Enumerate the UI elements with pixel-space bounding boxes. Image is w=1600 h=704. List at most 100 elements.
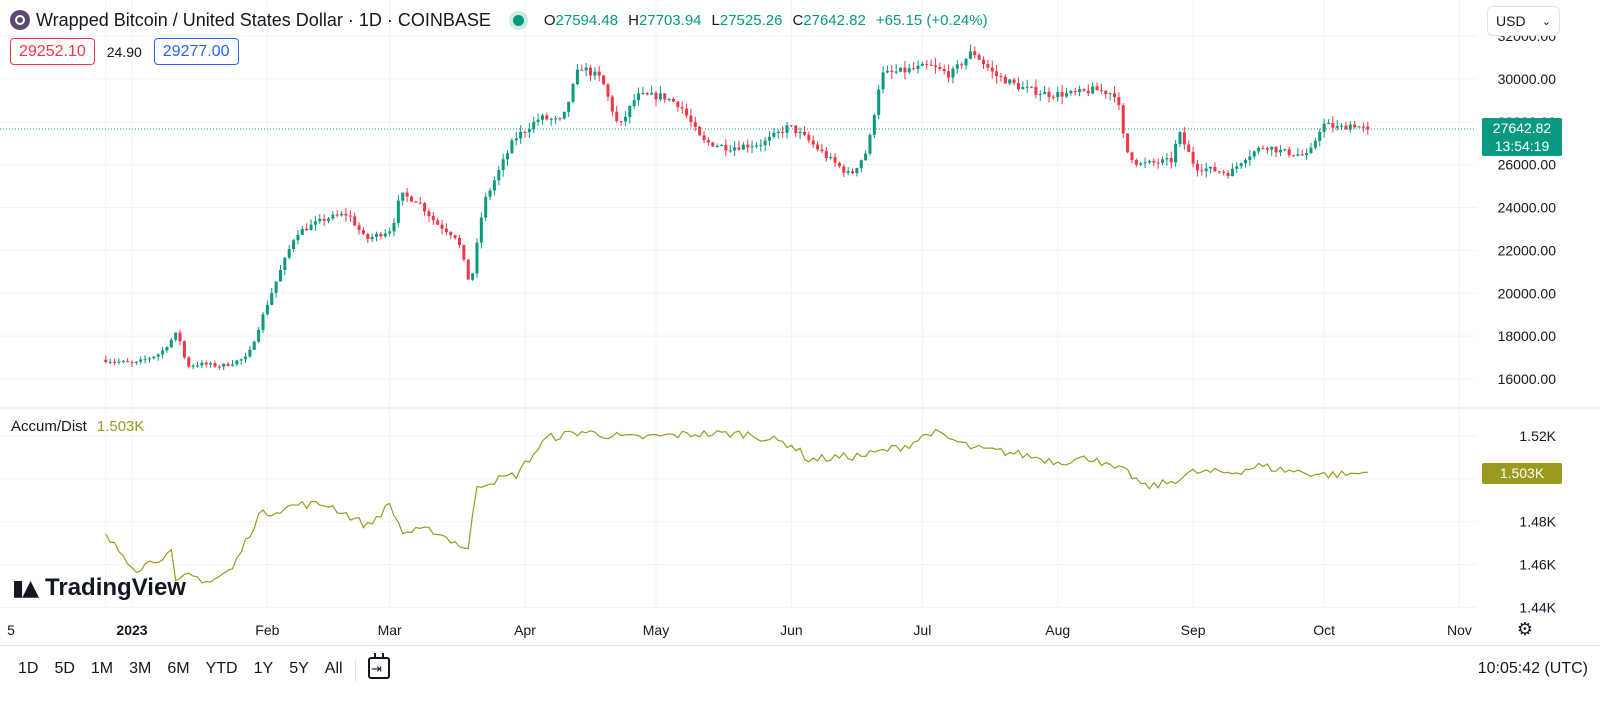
candle-body — [348, 215, 352, 217]
candle-body — [693, 122, 697, 127]
sell-button[interactable]: 29252.10 — [10, 38, 95, 65]
time-tick-label: Aug — [1045, 622, 1070, 638]
candle-body — [872, 114, 876, 135]
time-axis: 5 2023 Feb Mar Apr May Jun Jul Aug Sep Oct Nov — [7, 622, 1472, 638]
currency-select[interactable]: USD ⌄ — [1487, 6, 1560, 36]
range-1y[interactable]: 1Y — [253, 660, 274, 677]
market-status-dot[interactable] — [512, 14, 524, 26]
candle-body — [536, 119, 540, 122]
candlestick-series — [104, 44, 1370, 371]
candle-body — [510, 140, 514, 154]
candle-body — [265, 304, 269, 315]
indicator-tick-label: 1.48K — [1519, 514, 1556, 530]
range-3m[interactable]: 3M — [129, 660, 152, 677]
range-1d[interactable]: 1D — [18, 660, 39, 677]
range-5y[interactable]: 5Y — [289, 660, 309, 677]
candle-body — [484, 196, 488, 218]
candle-body — [156, 354, 160, 357]
candle-body — [161, 350, 165, 355]
candle-body — [1147, 160, 1151, 163]
range-6m[interactable]: 6M — [167, 660, 190, 677]
candle-body — [584, 67, 588, 71]
go-to-date-icon[interactable] — [368, 653, 390, 679]
candle-body — [1248, 156, 1252, 161]
candle-body — [794, 125, 798, 134]
candle-body — [248, 349, 252, 357]
candle-body — [776, 131, 780, 133]
candle-body — [204, 362, 208, 365]
buy-button[interactable]: 29277.00 — [153, 38, 239, 65]
candle-body — [283, 257, 287, 271]
candle-body — [942, 69, 946, 72]
candle-body — [737, 147, 741, 150]
candle-body — [453, 235, 457, 238]
candle-body — [1047, 91, 1051, 97]
candle-body — [1265, 148, 1269, 150]
candle-body — [353, 216, 357, 226]
candle-body — [995, 71, 999, 77]
candle-body — [104, 359, 108, 363]
candle-body — [545, 115, 549, 120]
candle-body — [1191, 151, 1195, 164]
candle-body — [436, 220, 440, 225]
candle-body — [409, 196, 413, 202]
currency-value: USD — [1496, 13, 1526, 29]
candle-body — [414, 201, 418, 203]
candle-body — [1187, 144, 1191, 152]
range-ytd[interactable]: YTD — [205, 660, 238, 677]
candle-body — [287, 248, 291, 258]
candle-body — [1152, 160, 1156, 163]
candle-body — [1174, 143, 1178, 163]
range-all[interactable]: All — [324, 660, 343, 677]
candle-body — [1200, 170, 1204, 172]
candle-body — [357, 225, 361, 231]
candle-body — [444, 228, 448, 233]
candle-body — [654, 92, 658, 100]
candle-body — [549, 119, 553, 121]
candle-body — [759, 145, 763, 147]
candle-body — [506, 153, 510, 160]
symbol-header: Wrapped Bitcoin / United States Dollar ·… — [10, 8, 988, 32]
symbol-title[interactable]: Wrapped Bitcoin / United States Dollar ·… — [36, 9, 491, 30]
candle-body — [1064, 93, 1068, 97]
candle-body — [837, 162, 841, 167]
candle-body — [471, 273, 475, 280]
candle-body — [602, 75, 606, 85]
wbtc-coin-icon[interactable] — [10, 10, 30, 30]
candle-body — [610, 96, 614, 112]
candle-body — [1134, 159, 1138, 165]
candle-body — [554, 118, 558, 120]
candle-body — [1283, 149, 1287, 151]
candle-body — [955, 64, 959, 69]
candle-body — [575, 69, 579, 85]
candle-body — [846, 171, 850, 173]
candle-body — [680, 107, 684, 109]
candle-body — [130, 362, 134, 364]
candle-body — [230, 364, 234, 366]
candle-body — [235, 360, 239, 365]
candle-body — [1230, 168, 1234, 177]
candle-body — [331, 214, 335, 219]
range-5d[interactable]: 5D — [54, 660, 75, 677]
candle-body — [606, 84, 610, 97]
chart-settings-icon[interactable]: ⚙ — [1516, 619, 1534, 639]
tradingview-logo[interactable]: ▮▲ TradingView — [12, 574, 186, 602]
tradingview-logo-icon: ▮▲ — [12, 575, 39, 601]
candle-body — [789, 125, 793, 127]
candle-body — [239, 359, 243, 361]
range-1m[interactable]: 1M — [90, 660, 114, 677]
candle-body — [1095, 86, 1099, 91]
candle-body — [292, 240, 296, 249]
candle-body — [143, 359, 147, 361]
bottom-toolbar: 1D 5D 1M 3M 6M YTD 1Y 5Y All 10:05:42 (U… — [0, 645, 1600, 704]
candle-body — [663, 93, 667, 100]
candle-body — [977, 55, 981, 60]
indicator-legend[interactable]: Accum/Dist 1.503K — [11, 418, 144, 435]
price-change: +65.15 (+0.24%) — [875, 11, 988, 29]
time-tick-label: Nov — [1447, 622, 1472, 638]
candle-body — [540, 115, 544, 120]
candle-body — [811, 140, 815, 145]
utc-clock[interactable]: 10:05:42 (UTC) — [1477, 660, 1588, 677]
candle-body — [370, 236, 374, 240]
